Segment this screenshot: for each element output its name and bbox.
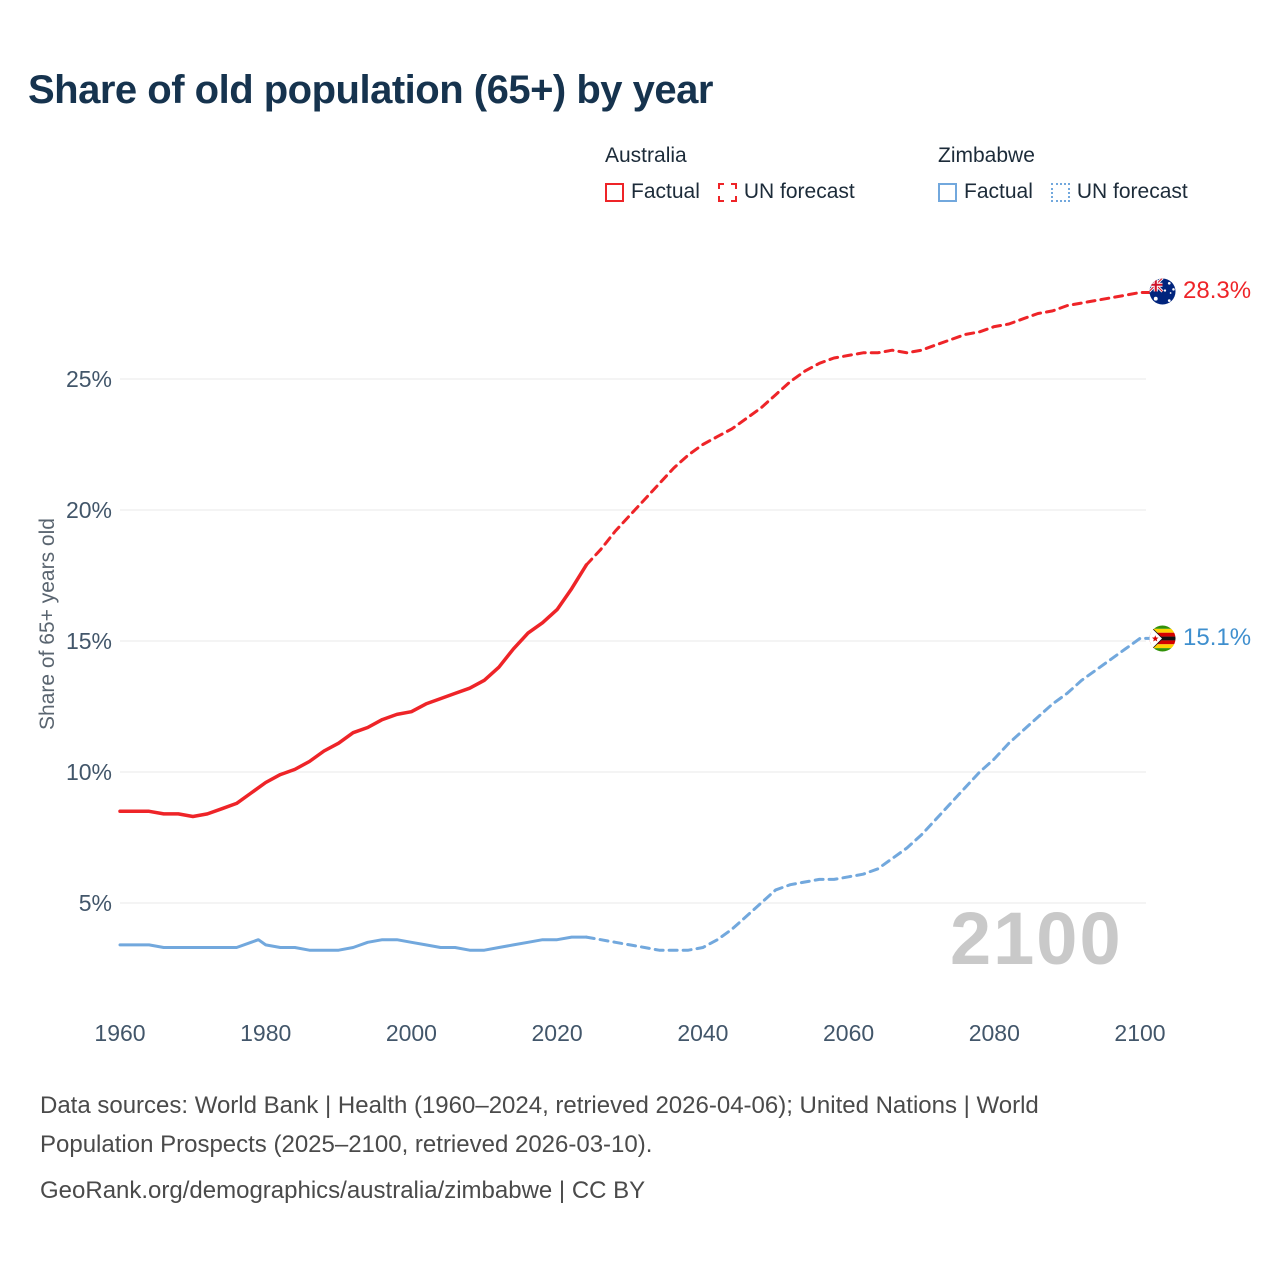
footer: Data sources: World Bank | Health (1960–… — [40, 1086, 1039, 1210]
x-tick-label: 2040 — [677, 1020, 728, 1046]
australia-forecast-swatch — [717, 182, 737, 202]
zimbabwe-factual-swatch — [938, 182, 957, 202]
australia-end-label: 28.3% — [1149, 277, 1251, 305]
x-tick-label: 2020 — [532, 1020, 583, 1046]
legend-group-zimbabwe: Zimbabwe Factual UN forecast — [938, 144, 1188, 204]
x-tick-label: 1960 — [94, 1020, 145, 1046]
y-tick-label: 5% — [79, 890, 112, 916]
x-tick-label: 2100 — [1114, 1020, 1165, 1046]
legend-item-australia-factual: Factual — [605, 180, 700, 204]
legend-label-zimbabwe-forecast: UN forecast — [1076, 180, 1188, 203]
x-tick-label: 2080 — [969, 1020, 1020, 1046]
legend-item-zimbabwe-factual: Factual — [938, 180, 1033, 204]
zimbabwe-forecast-swatch — [1050, 182, 1070, 202]
legend-label-australia-factual: Factual — [631, 180, 700, 203]
y-tick-label: 20% — [66, 497, 112, 523]
x-tick-label: 2060 — [823, 1020, 874, 1046]
series-australia-factual — [118, 563, 589, 819]
legend-item-zimbabwe-forecast: UN forecast — [1050, 180, 1188, 204]
footer-line-1: Data sources: World Bank | Health (1960–… — [40, 1092, 1039, 1119]
watermark-year: 2100 — [950, 897, 1123, 980]
series-australia-un-forecast — [584, 291, 1157, 567]
zimbabwe-end-label: 15.1% — [1149, 624, 1251, 652]
series-zimbabwe-un-forecast — [584, 636, 1157, 952]
legend-label-australia-forecast: UN forecast — [743, 180, 855, 203]
australia-flag-icon — [1149, 277, 1176, 305]
legend-label-zimbabwe-factual: Factual — [964, 180, 1033, 203]
y-tick-label: 10% — [66, 759, 112, 785]
x-tick-label: 1980 — [240, 1020, 291, 1046]
page-title: Share of old population (65+) by year — [28, 68, 713, 112]
legend-country-australia: Australia — [605, 144, 687, 167]
legend-item-australia-forecast: UN forecast — [717, 180, 855, 204]
legend-country-zimbabwe: Zimbabwe — [938, 144, 1035, 167]
australia-factual-swatch — [605, 182, 624, 202]
series-zimbabwe-factual — [118, 935, 588, 952]
zimbabwe-end-value: 15.1% — [1183, 624, 1252, 651]
y-tick-label: 25% — [66, 366, 112, 392]
y-tick-label: 15% — [66, 628, 112, 654]
footer-line-2: Population Prospects (2025–2100, retriev… — [40, 1131, 653, 1158]
zimbabwe-flag-icon — [1149, 624, 1176, 652]
australia-end-value: 28.3% — [1183, 277, 1252, 304]
x-tick-label: 2000 — [386, 1020, 437, 1046]
legend-group-australia: Australia Factual UN forecast — [605, 144, 855, 204]
footer-line-3: GeoRank.org/demographics/australia/zimba… — [40, 1177, 646, 1204]
